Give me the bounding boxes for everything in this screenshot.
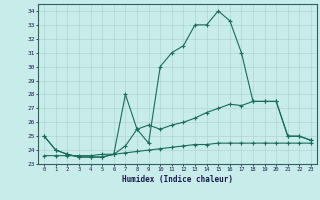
X-axis label: Humidex (Indice chaleur): Humidex (Indice chaleur) [122,175,233,184]
